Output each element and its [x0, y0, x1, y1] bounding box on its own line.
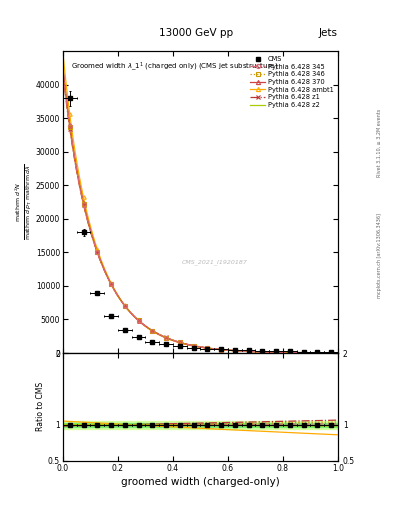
- Text: mcplots.cern.ch [arXiv:1306.3436]: mcplots.cern.ch [arXiv:1306.3436]: [377, 214, 382, 298]
- Legend: CMS, Pythia 6.428 345, Pythia 6.428 346, Pythia 6.428 370, Pythia 6.428 ambt1, P: CMS, Pythia 6.428 345, Pythia 6.428 346,…: [249, 55, 335, 109]
- Text: CMS_2021_I1920187: CMS_2021_I1920187: [181, 260, 247, 265]
- Y-axis label: $\mathrm{mathrm}\;d^2N$
$\overline{\mathrm{mathrm}\;d\,p_\mathrm{T}\;\mathrm{mat: $\mathrm{mathrm}\;d^2N$ $\overline{\math…: [13, 164, 34, 240]
- Text: Jets: Jets: [319, 28, 338, 38]
- Text: 13000 GeV pp: 13000 GeV pp: [160, 28, 233, 38]
- X-axis label: groomed width (charged-only): groomed width (charged-only): [121, 477, 280, 487]
- Text: Rivet 3.1.10, ≥ 3.2M events: Rivet 3.1.10, ≥ 3.2M events: [377, 109, 382, 178]
- Text: Groomed width $\lambda\_1^1$ (charged only) (CMS jet substructure): Groomed width $\lambda\_1^1$ (charged on…: [71, 60, 279, 73]
- Y-axis label: Ratio to CMS: Ratio to CMS: [36, 382, 45, 432]
